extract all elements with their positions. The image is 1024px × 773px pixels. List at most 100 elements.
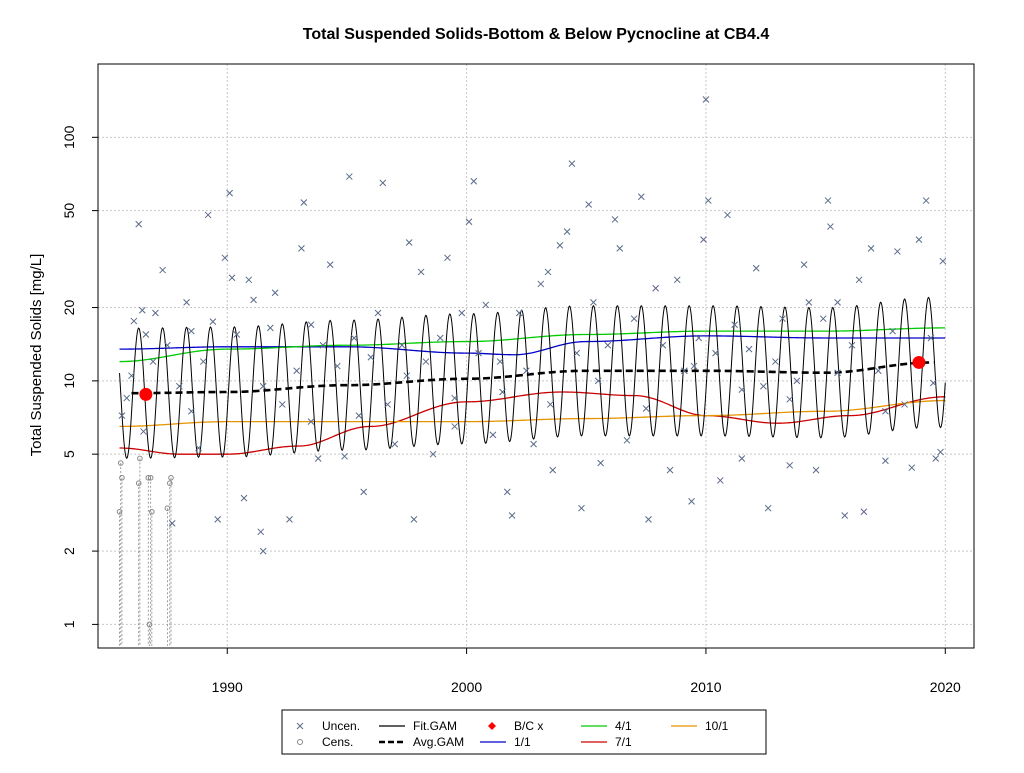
uncensored-point bbox=[523, 367, 530, 375]
x-marker-stroke bbox=[894, 248, 901, 255]
x-marker-stroke bbox=[259, 547, 267, 555]
legend-item: Avg.GAM bbox=[379, 735, 464, 749]
x-marker-stroke bbox=[908, 464, 916, 472]
uncensored-point bbox=[704, 197, 712, 204]
x-marker-stroke bbox=[489, 431, 497, 439]
y-tick-label: 1 bbox=[61, 620, 77, 628]
uncensored-point bbox=[355, 412, 363, 419]
uncensored-point bbox=[293, 367, 301, 375]
x-marker-stroke bbox=[226, 189, 233, 197]
uncensored-point bbox=[690, 362, 698, 370]
x-marker-stroke bbox=[738, 455, 746, 462]
uncensored-point bbox=[932, 455, 940, 462]
x-marker-stroke bbox=[286, 515, 293, 523]
uncensored-point bbox=[489, 431, 497, 439]
grid-layer bbox=[98, 64, 974, 648]
uncensored-point bbox=[659, 341, 667, 349]
uncensored-point bbox=[939, 257, 947, 265]
uncensored-point bbox=[458, 309, 466, 317]
plot-frame bbox=[97, 63, 975, 649]
uncensored-point bbox=[568, 160, 576, 167]
uncensored-point bbox=[642, 405, 650, 412]
y-tick-label: 2 bbox=[61, 547, 77, 555]
uncensored-point bbox=[503, 488, 511, 496]
x-marker-stroke bbox=[939, 257, 947, 265]
uncensored-point bbox=[384, 401, 391, 408]
x-marker-stroke bbox=[568, 160, 576, 167]
x-marker-stroke bbox=[403, 372, 411, 380]
x-marker-stroke bbox=[530, 440, 537, 448]
x-marker-stroke bbox=[451, 423, 458, 430]
uncensored-point bbox=[867, 244, 875, 252]
x-marker-stroke bbox=[915, 236, 923, 244]
x-marker-stroke bbox=[444, 254, 451, 262]
uncensored-point bbox=[731, 321, 739, 329]
uncensored-point bbox=[257, 528, 265, 536]
uncensored-point bbox=[183, 299, 190, 306]
x-marker-stroke bbox=[496, 358, 504, 365]
uncensored-point bbox=[195, 444, 202, 452]
x-marker-stroke bbox=[793, 377, 801, 385]
x-marker-stroke bbox=[645, 515, 652, 523]
uncensored-point bbox=[391, 440, 399, 448]
uncensored-point bbox=[451, 394, 458, 402]
x-marker-stroke bbox=[666, 466, 674, 474]
x-marker-stroke bbox=[867, 244, 875, 252]
uncensored-point bbox=[645, 515, 652, 523]
uncensored-point bbox=[848, 341, 856, 349]
x-marker-stroke bbox=[228, 274, 236, 282]
x-marker-stroke bbox=[360, 488, 368, 496]
uncensored-point bbox=[908, 464, 916, 472]
y-tick-label: 50 bbox=[61, 203, 77, 219]
legend-label: Avg.GAM bbox=[413, 735, 464, 749]
uncensored-point bbox=[616, 244, 624, 252]
uncensored-point bbox=[444, 254, 451, 262]
x-marker-stroke bbox=[314, 455, 322, 462]
uncensored-point bbox=[894, 248, 901, 255]
legend-circle-icon bbox=[297, 739, 303, 745]
uncensored-point bbox=[779, 315, 786, 323]
x-marker-stroke bbox=[204, 211, 212, 219]
fit-gam-line bbox=[119, 296, 946, 459]
legend-item: Cens. bbox=[297, 735, 353, 749]
x-marker-stroke bbox=[152, 309, 159, 317]
uncensored-point bbox=[827, 223, 834, 230]
uncensored-point bbox=[724, 211, 731, 219]
censored-point bbox=[167, 480, 173, 486]
x-marker-stroke bbox=[652, 284, 660, 292]
seasonal-lines bbox=[119, 327, 946, 455]
x-marker-stroke bbox=[901, 401, 908, 408]
x-marker-stroke bbox=[271, 289, 279, 297]
uncensored-point bbox=[688, 498, 695, 505]
uncensored-point bbox=[259, 547, 267, 555]
uncensored-point bbox=[537, 280, 545, 288]
uncensored-point bbox=[130, 317, 138, 325]
x-marker-stroke bbox=[482, 301, 490, 309]
uncensored-point bbox=[398, 341, 406, 349]
x-marker-stroke bbox=[824, 197, 832, 204]
uncensored-point bbox=[889, 327, 896, 335]
axes: 1990 2000 2010 2020 1 2 5 10 20 50 100 bbox=[61, 125, 961, 695]
legend-item: 4/1 bbox=[581, 719, 632, 733]
uncensored-point bbox=[927, 334, 935, 342]
uncensored-point bbox=[874, 367, 882, 375]
avg-gam-path bbox=[131, 361, 934, 395]
fit-gam-path bbox=[119, 296, 946, 459]
uncensored-point bbox=[326, 261, 334, 269]
x-marker-stroke bbox=[398, 341, 406, 349]
uncensored-point bbox=[515, 309, 523, 317]
uncensored-point bbox=[240, 494, 248, 502]
x-marker-stroke bbox=[130, 317, 138, 325]
censored-point bbox=[119, 474, 125, 481]
uncensored-point bbox=[712, 349, 719, 357]
uncensored-point bbox=[812, 466, 820, 474]
x-marker-stroke bbox=[704, 197, 712, 204]
x-marker-stroke bbox=[138, 306, 146, 314]
x-marker-stroke bbox=[417, 268, 425, 276]
y-tick-label: 100 bbox=[61, 125, 77, 149]
uncensored-point bbox=[695, 334, 703, 342]
x-marker-stroke bbox=[616, 244, 624, 252]
uncensored-point bbox=[738, 455, 746, 462]
